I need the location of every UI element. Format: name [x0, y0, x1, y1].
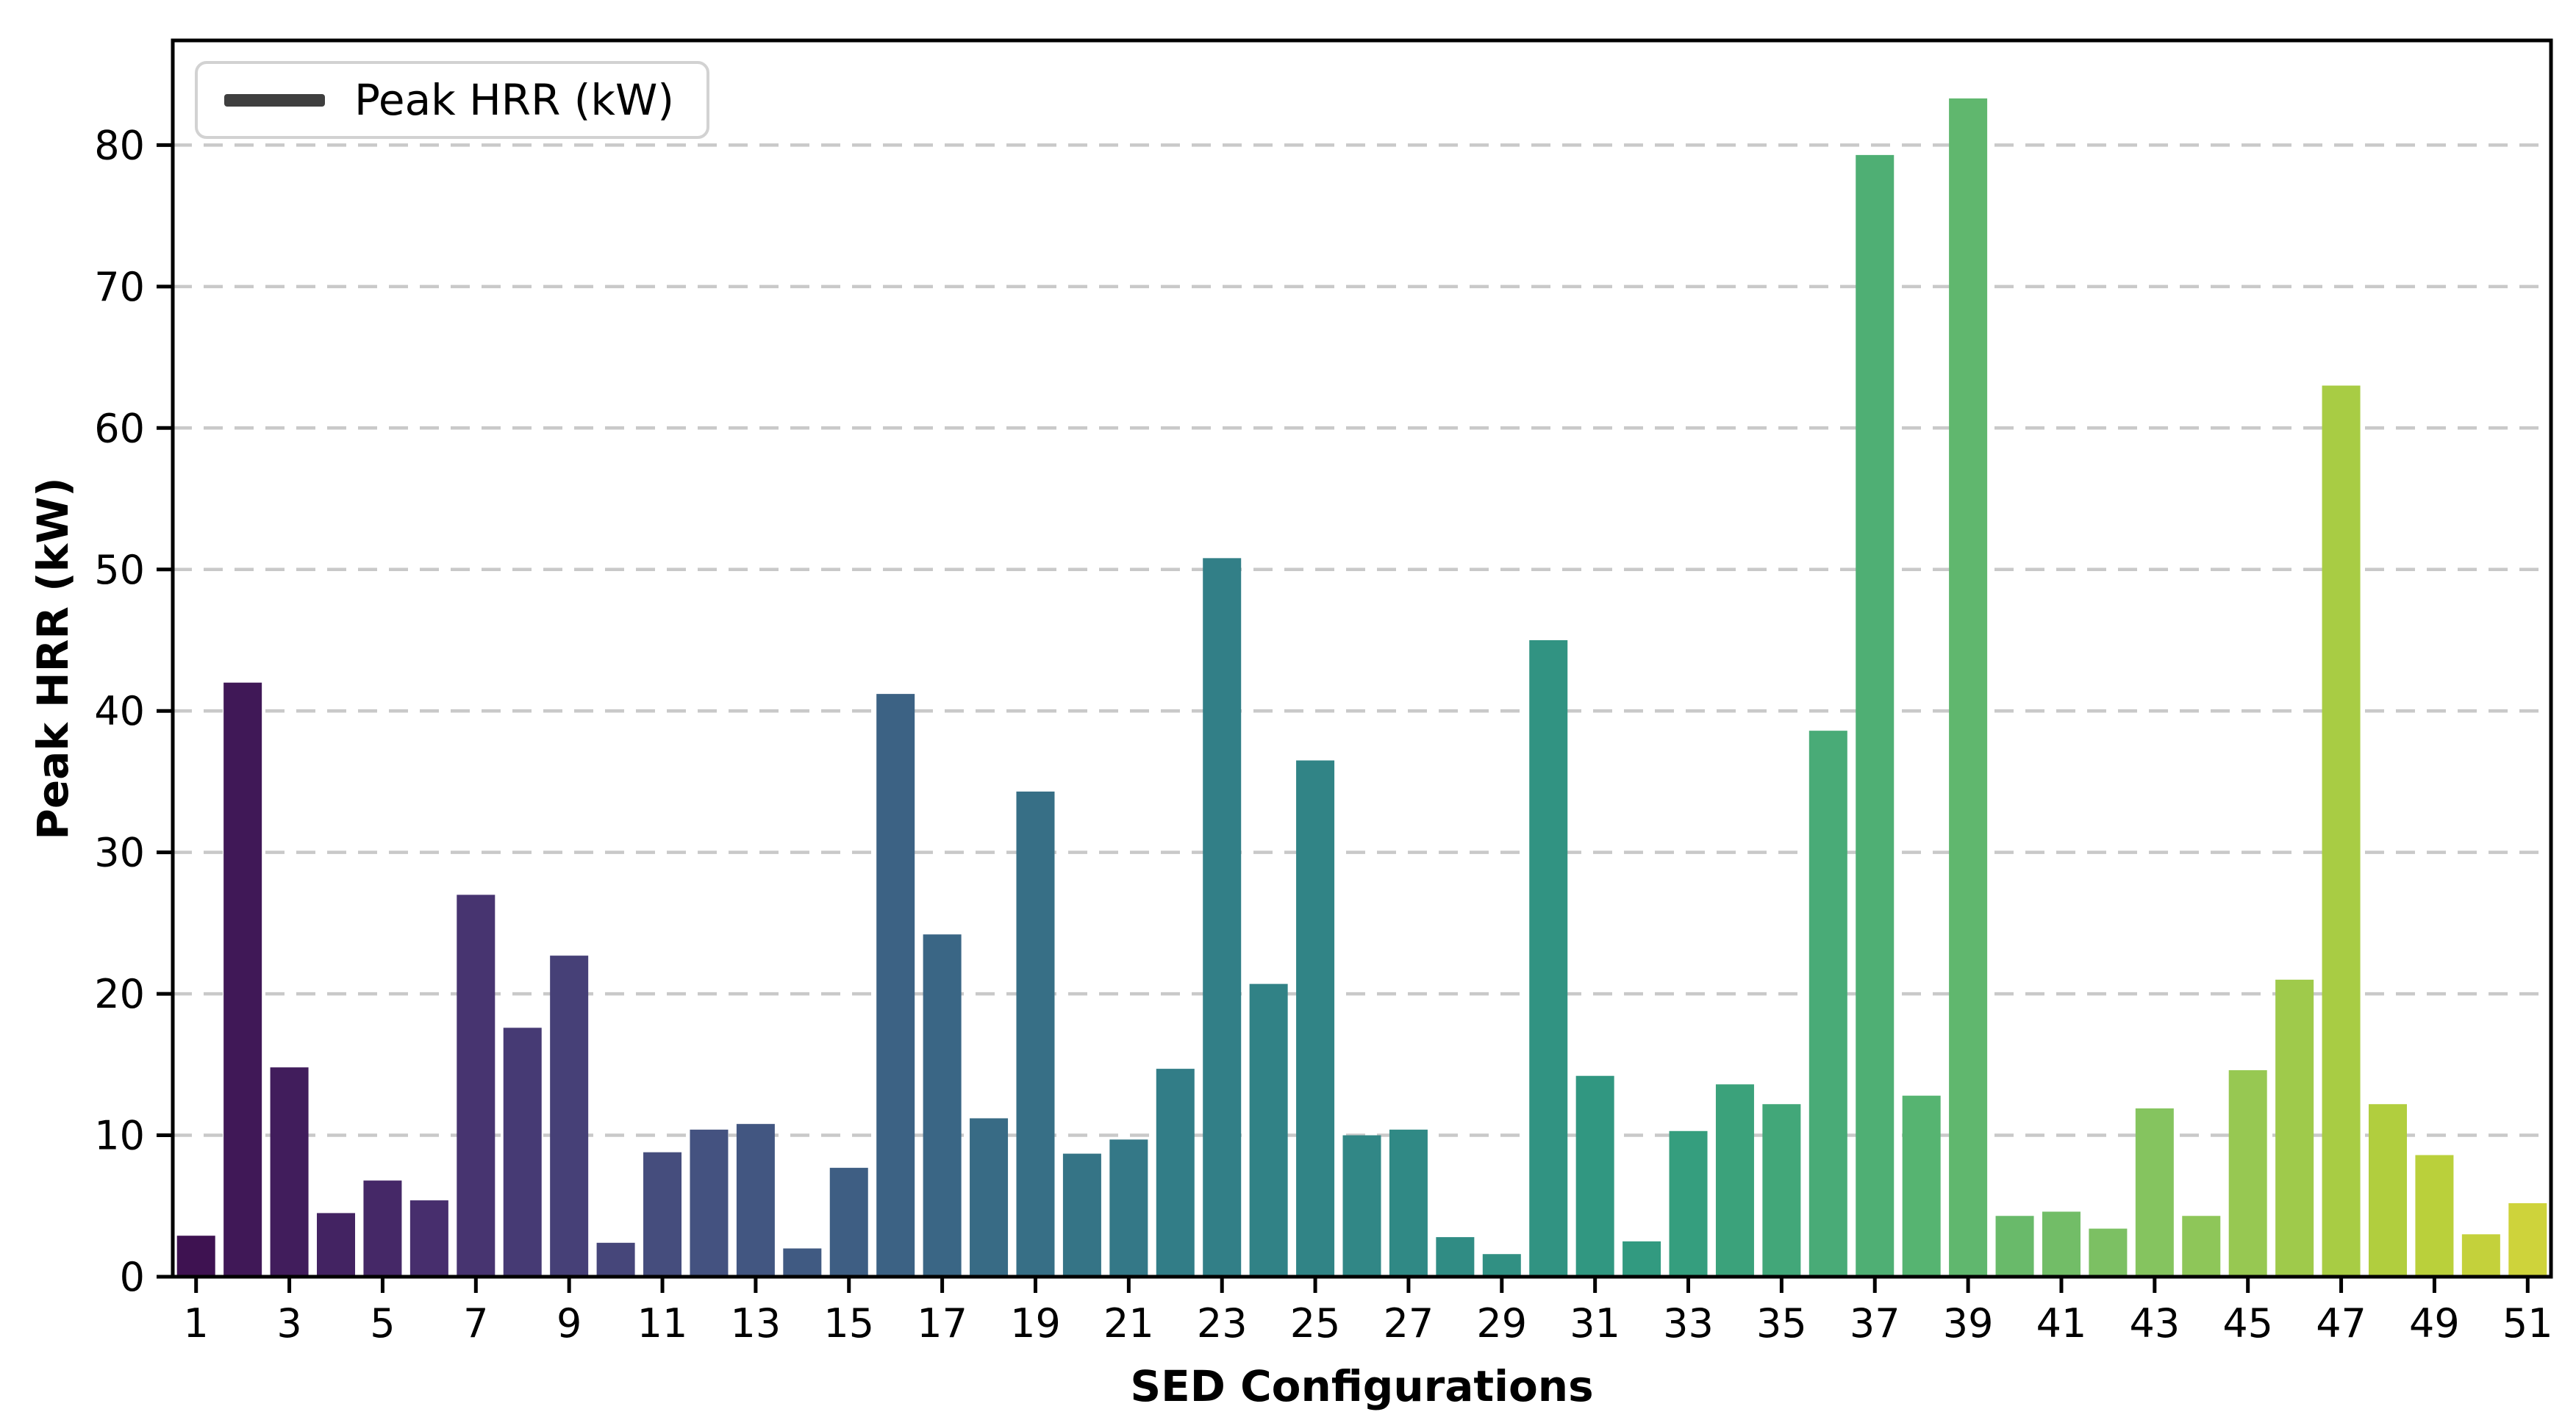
x-tick-label-29: 29: [1476, 1300, 1527, 1347]
bar-config-43: [2135, 1108, 2174, 1277]
x-axis-title: SED Configurations: [1130, 1361, 1594, 1411]
plot-border: [171, 38, 2553, 1279]
x-tick-label-51: 51: [2502, 1300, 2553, 1347]
bar-config-31: [1575, 1075, 1614, 1277]
legend-line-swatch: [224, 93, 325, 107]
bar-config-26: [1342, 1135, 1381, 1277]
legend-label: Peak HRR (kW): [354, 75, 674, 125]
x-tick-label-19: 19: [1010, 1300, 1061, 1347]
bar-config-4: [317, 1213, 356, 1277]
x-tick-label-45: 45: [2222, 1300, 2273, 1347]
bar-config-38: [1902, 1095, 1941, 1277]
x-tick-label-5: 5: [370, 1300, 395, 1347]
bar-config-51: [2508, 1202, 2547, 1277]
bar-config-34: [1715, 1084, 1754, 1277]
bar-config-16: [876, 694, 915, 1277]
x-tick-label-31: 31: [1570, 1300, 1620, 1347]
bar-config-12: [690, 1129, 729, 1277]
x-tick-label-47: 47: [2316, 1300, 2366, 1347]
y-tick-label-0: 0: [120, 1254, 145, 1300]
y-tick-label-80: 80: [94, 122, 145, 168]
x-tick-label-3: 3: [276, 1300, 301, 1347]
bar-config-6: [409, 1200, 448, 1277]
x-tick-label-7: 7: [463, 1300, 488, 1347]
bar-config-21: [1109, 1139, 1148, 1277]
x-tick-label-1: 1: [184, 1300, 209, 1347]
bar-config-45: [2228, 1070, 2267, 1277]
bar-config-29: [1482, 1254, 1521, 1277]
bar-config-11: [643, 1152, 682, 1277]
y-tick-label-60: 60: [94, 405, 145, 451]
bar-config-24: [1249, 983, 1288, 1277]
y-tick-label-40: 40: [94, 688, 145, 734]
bar-config-36: [1808, 731, 1847, 1277]
bar-config-25: [1296, 760, 1335, 1277]
bar-config-49: [2415, 1155, 2454, 1277]
bar-config-19: [1016, 791, 1055, 1277]
bar-config-42: [2089, 1228, 2128, 1277]
x-tick-label-25: 25: [1290, 1300, 1341, 1347]
bar-config-9: [550, 956, 589, 1277]
x-tick-label-11: 11: [637, 1300, 688, 1347]
bar-config-47: [2322, 385, 2361, 1277]
y-axis-title: Peak HRR (kW): [28, 477, 78, 840]
bar-config-2: [223, 682, 262, 1277]
x-tick-label-27: 27: [1384, 1300, 1434, 1347]
bar-config-18: [970, 1118, 1009, 1277]
bar-config-30: [1529, 639, 1568, 1277]
bar-config-32: [1622, 1241, 1661, 1277]
x-tick-label-39: 39: [1943, 1300, 1994, 1347]
bar-config-10: [596, 1242, 635, 1277]
bar-config-44: [2182, 1216, 2221, 1277]
x-tick-label-37: 37: [1850, 1300, 1900, 1347]
x-tick-label-15: 15: [823, 1300, 874, 1347]
x-tick-label-21: 21: [1103, 1300, 1154, 1347]
bar-config-33: [1669, 1130, 1708, 1277]
bar-config-40: [1995, 1216, 2034, 1277]
bar-config-37: [1856, 154, 1895, 1277]
bar-config-8: [503, 1028, 542, 1277]
x-tick-label-49: 49: [2409, 1300, 2460, 1347]
bar-config-5: [363, 1180, 402, 1277]
y-tick-label-20: 20: [94, 971, 145, 1017]
bar-config-28: [1436, 1237, 1475, 1277]
y-tick-label-50: 50: [94, 547, 145, 593]
x-tick-label-35: 35: [1756, 1300, 1807, 1347]
bar-config-17: [923, 934, 962, 1277]
legend: Peak HRR (kW): [195, 61, 709, 139]
bar-config-7: [457, 895, 495, 1277]
bar-config-41: [2042, 1211, 2081, 1277]
bar-config-50: [2461, 1234, 2500, 1277]
bar-config-20: [1062, 1153, 1101, 1277]
y-tick-label-10: 10: [94, 1113, 145, 1159]
bar-config-27: [1389, 1129, 1428, 1277]
x-tick-label-43: 43: [2129, 1300, 2180, 1347]
bar-config-13: [736, 1124, 775, 1277]
x-tick-label-17: 17: [917, 1300, 967, 1347]
bar-config-39: [1949, 98, 1988, 1277]
x-tick-label-23: 23: [1197, 1300, 1248, 1347]
bar-config-14: [783, 1248, 822, 1277]
x-tick-label-41: 41: [2036, 1300, 2087, 1347]
bar-config-22: [1156, 1069, 1195, 1277]
x-tick-label-9: 9: [557, 1300, 582, 1347]
bar-config-3: [270, 1067, 309, 1277]
bar-config-46: [2275, 979, 2314, 1277]
y-tick-label-70: 70: [94, 264, 145, 310]
bar-config-23: [1203, 558, 1242, 1277]
y-tick-label-30: 30: [94, 830, 145, 876]
bar-config-35: [1762, 1104, 1801, 1277]
x-tick-label-13: 13: [731, 1300, 781, 1347]
bar-config-15: [829, 1167, 868, 1277]
bar-config-1: [176, 1236, 215, 1277]
bar-config-48: [2368, 1104, 2407, 1277]
x-tick-label-33: 33: [1663, 1300, 1714, 1347]
